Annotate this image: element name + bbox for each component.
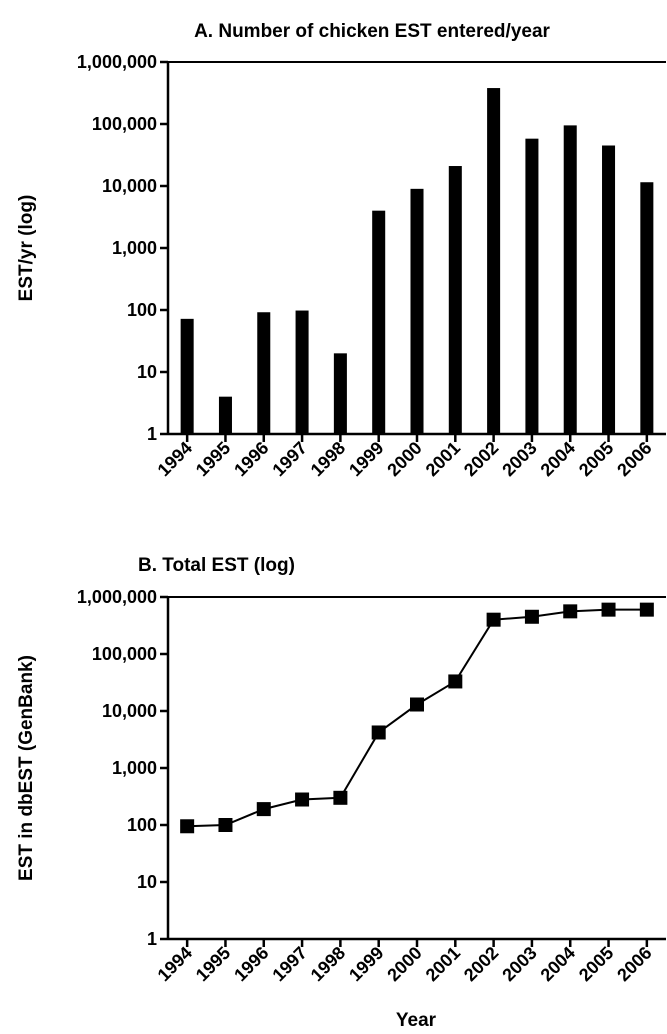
chart-a-bar-2004 bbox=[563, 125, 577, 434]
chart-a-y-tick-label: 10 bbox=[137, 362, 157, 382]
chart-b-x-tick-label: 1996 bbox=[230, 943, 272, 985]
chart-b-x-tick-label: 2004 bbox=[537, 943, 579, 985]
chart-b-point-1995 bbox=[218, 818, 233, 832]
chart-b-point-2006 bbox=[639, 602, 654, 617]
chart-b-x-tick-label: 2003 bbox=[498, 943, 540, 985]
chart-b-point-2005 bbox=[601, 602, 616, 617]
chart-a-y-tick-label: 1,000 bbox=[112, 238, 157, 258]
chart-a-bar-1998 bbox=[333, 353, 347, 434]
chart-b-title: B. Total EST (log) bbox=[138, 555, 295, 576]
chart-a-bar-1999 bbox=[372, 210, 386, 434]
chart-b-marks: 1101001,00010,000100,0001,000,0001994199… bbox=[77, 587, 666, 985]
chart-b-x-tick-label: 1994 bbox=[154, 943, 196, 985]
chart-a-bar-2003 bbox=[525, 138, 539, 434]
chart-a-y-tick-label: 10,000 bbox=[102, 176, 157, 196]
chart-b-point-1996 bbox=[256, 802, 271, 817]
chart-b: B. Total EST (log) EST in dbEST (GenBank… bbox=[16, 555, 666, 1031]
chart-b-x-axis-label: Year bbox=[396, 1010, 437, 1031]
chart-b-y-tick-label: 10,000 bbox=[102, 701, 157, 721]
chart-a-x-tick-label: 2003 bbox=[498, 438, 540, 480]
chart-b-point-2000 bbox=[410, 697, 424, 712]
chart-a-x-tick-label: 1997 bbox=[268, 438, 310, 480]
chart-a-bar-2006 bbox=[640, 182, 654, 434]
chart-b-x-tick-label: 1999 bbox=[345, 943, 387, 985]
chart-a-bar-2001 bbox=[448, 166, 462, 434]
chart-b-point-1998 bbox=[333, 790, 348, 805]
chart-b-x-tick-label: 2001 bbox=[422, 943, 464, 985]
chart-b-x-tick-label: 1998 bbox=[307, 943, 349, 985]
chart-a-x-tick-label: 1994 bbox=[154, 438, 196, 480]
chart-a-bar-1994 bbox=[180, 318, 194, 434]
chart-b-x-tick-label: 2005 bbox=[575, 943, 617, 985]
chart-b-x-tick-label: 2006 bbox=[613, 943, 655, 985]
chart-a-bar-1997 bbox=[295, 310, 309, 434]
chart-b-point-2001 bbox=[448, 674, 463, 689]
chart-a-title: A. Number of chicken EST entered/year bbox=[194, 21, 550, 42]
chart-a-bar-2005 bbox=[602, 145, 616, 434]
chart-a-x-tick-label: 1999 bbox=[345, 438, 387, 480]
chart-b-point-1994 bbox=[180, 819, 195, 834]
chart-a-x-tick-label: 2004 bbox=[537, 438, 579, 480]
chart-a-bar-2002 bbox=[487, 88, 501, 435]
chart-a-x-tick-label: 2006 bbox=[613, 438, 655, 480]
chart-a-y-tick-label: 100,000 bbox=[92, 114, 157, 134]
chart-b-point-1999 bbox=[371, 725, 386, 740]
chart-a-bar-1995 bbox=[218, 396, 232, 434]
chart-a-x-tick-label: 1996 bbox=[230, 438, 272, 480]
chart-b-y-tick-label: 1 bbox=[147, 929, 157, 949]
chart-b-y-tick-label: 100 bbox=[127, 815, 157, 835]
chart-a-x-tick-label: 2002 bbox=[460, 438, 502, 480]
chart-a-y-tick-label: 1 bbox=[147, 424, 157, 444]
chart-b-point-2004 bbox=[563, 604, 578, 619]
chart-a-x-tick-label: 2000 bbox=[383, 438, 425, 480]
chart-a-marks: 1101001,00010,000100,0001,000,0001994199… bbox=[77, 52, 666, 480]
chart-a-y-tick-label: 100 bbox=[127, 300, 157, 320]
chart-b-point-1997 bbox=[295, 792, 310, 807]
chart-a-x-tick-label: 2005 bbox=[575, 438, 617, 480]
chart-a-y-tick-label: 1,000,000 bbox=[77, 52, 157, 72]
chart-b-y-axis-label: EST in dbEST (GenBank) bbox=[16, 655, 37, 881]
chart-a: A. Number of chicken EST entered/year ES… bbox=[16, 21, 666, 480]
chart-b-y-tick-label: 1,000,000 bbox=[77, 587, 157, 607]
chart-a-bar-2000 bbox=[410, 188, 424, 434]
chart-a-x-tick-label: 1995 bbox=[192, 438, 234, 480]
chart-b-point-2002 bbox=[486, 612, 501, 627]
chart-b-point-2003 bbox=[524, 609, 539, 624]
chart-b-x-tick-label: 1995 bbox=[192, 943, 234, 985]
chart-b-x-tick-label: 2002 bbox=[460, 943, 502, 985]
chart-b-y-tick-label: 10 bbox=[137, 872, 157, 892]
chart-b-x-tick-label: 2000 bbox=[383, 943, 425, 985]
chart-a-bar-1996 bbox=[257, 312, 271, 434]
chart-a-y-axis-label: EST/yr (log) bbox=[16, 195, 37, 302]
chart-b-y-tick-label: 1,000 bbox=[112, 758, 157, 778]
chart-a-x-tick-label: 1998 bbox=[307, 438, 349, 480]
chart-a-x-tick-label: 2001 bbox=[422, 438, 464, 480]
chart-b-y-tick-label: 100,000 bbox=[92, 644, 157, 664]
chart-b-series-line bbox=[187, 608, 647, 828]
chart-b-x-tick-label: 1997 bbox=[268, 943, 310, 985]
